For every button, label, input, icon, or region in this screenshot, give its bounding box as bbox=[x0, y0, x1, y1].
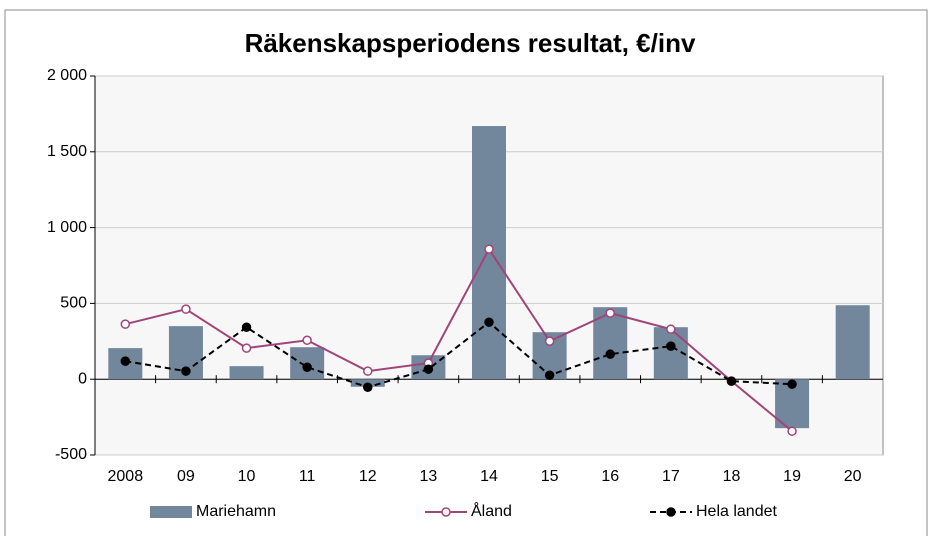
point bbox=[544, 336, 555, 346]
point bbox=[666, 341, 676, 351]
x-tick-label: 2008 bbox=[108, 468, 144, 485]
point bbox=[302, 362, 312, 372]
chart-title: Räkenskapsperiodens resultat, €/inv bbox=[245, 28, 696, 58]
point bbox=[181, 304, 191, 314]
x-tick-label: 15 bbox=[541, 468, 559, 485]
line bbox=[125, 320, 793, 389]
point bbox=[423, 364, 434, 374]
point bbox=[666, 324, 676, 334]
line bbox=[125, 247, 793, 432]
point bbox=[484, 317, 494, 327]
point bbox=[241, 343, 252, 353]
legend-label: Hela landet bbox=[696, 503, 778, 520]
x-tick-label: 12 bbox=[359, 468, 377, 485]
point bbox=[544, 370, 555, 381]
point bbox=[181, 366, 191, 376]
x-tick-label: 14 bbox=[480, 468, 498, 485]
y-tick-label: 1 000 bbox=[47, 219, 87, 236]
bar bbox=[835, 305, 870, 380]
x-tick-label: 11 bbox=[299, 468, 316, 485]
point bbox=[726, 376, 737, 386]
point bbox=[302, 335, 312, 345]
point bbox=[484, 244, 494, 254]
legend-label: Åland bbox=[471, 501, 512, 520]
point bbox=[363, 366, 373, 376]
legend-marker bbox=[441, 507, 451, 517]
x-tick-label: 18 bbox=[723, 468, 741, 485]
bar bbox=[229, 366, 264, 380]
y-tick-label: -500 bbox=[55, 446, 87, 463]
y-tick-label: 0 bbox=[78, 370, 87, 387]
x-tick-label: 19 bbox=[783, 468, 801, 485]
x-tick-label: 16 bbox=[601, 468, 619, 485]
point bbox=[120, 356, 131, 366]
legend-swatch bbox=[150, 506, 192, 518]
y-tick-label: 2 000 bbox=[47, 67, 87, 84]
legend-marker bbox=[666, 507, 676, 517]
x-tick-label: 13 bbox=[419, 468, 437, 485]
point bbox=[605, 349, 615, 359]
point bbox=[605, 308, 615, 318]
legend-label: Mariehamn bbox=[196, 503, 276, 520]
y-tick-label: 1 500 bbox=[47, 143, 87, 160]
point bbox=[241, 322, 252, 332]
x-tick-label: 17 bbox=[662, 468, 680, 485]
x-tick-label: 10 bbox=[238, 468, 256, 485]
point bbox=[787, 379, 797, 389]
point bbox=[363, 382, 373, 392]
x-tick-label: 20 bbox=[844, 468, 862, 485]
x-tick-label: 09 bbox=[177, 468, 195, 485]
y-tick-label: 500 bbox=[60, 295, 87, 312]
point bbox=[787, 426, 797, 436]
point bbox=[120, 319, 131, 329]
